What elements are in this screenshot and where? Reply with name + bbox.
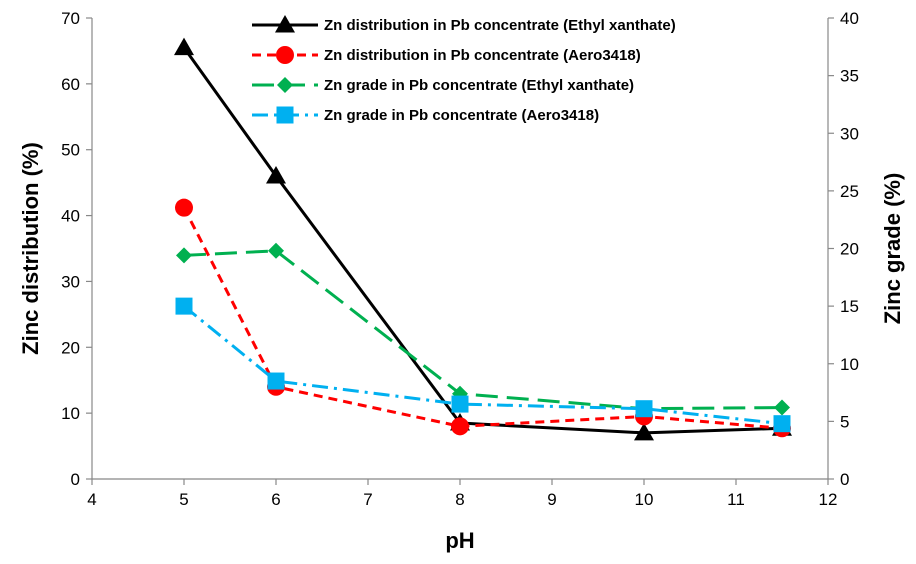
y2-tick-label: 40 (840, 9, 859, 28)
series-2 (175, 198, 791, 438)
data-point (634, 422, 654, 441)
legend-marker (275, 15, 295, 33)
data-point (267, 372, 285, 390)
data-point (174, 37, 194, 56)
y2-tick-label: 0 (840, 470, 849, 489)
series-4 (175, 297, 791, 433)
x-tick-label: 9 (547, 490, 556, 509)
legend-label: Zn distribution in Pb concentrate (Ethyl… (324, 17, 676, 34)
legend: Zn distribution in Pb concentrate (Ethyl… (252, 15, 676, 124)
y-tick-label: 0 (71, 470, 80, 489)
y-tick-label: 40 (61, 207, 80, 226)
x-tick-label: 4 (87, 490, 96, 509)
data-point (175, 297, 193, 315)
y-tick-label: 70 (61, 9, 80, 28)
series-1 (174, 37, 792, 441)
y2-tick-label: 20 (840, 240, 859, 259)
x-tick-label: 8 (455, 490, 464, 509)
data-point (175, 198, 193, 217)
y-tick-label: 20 (61, 338, 80, 357)
data-point (774, 399, 790, 416)
data-point (773, 415, 791, 433)
data-point (268, 242, 284, 259)
data-point (451, 417, 469, 436)
y2-tick-label: 10 (840, 355, 859, 374)
data-series (174, 37, 792, 441)
legend-marker (276, 46, 294, 64)
data-point (635, 400, 653, 418)
x-axis-title: pH (445, 528, 474, 553)
legend-item: Zn grade in Pb concentrate (Ethyl xantha… (252, 77, 634, 94)
x-tick-label: 6 (271, 490, 280, 509)
x-tick-label: 10 (635, 490, 654, 509)
y-tick-label: 60 (61, 75, 80, 94)
y-tick-label: 50 (61, 141, 80, 160)
y2-axis-title: Zinc grade (%) (880, 173, 905, 325)
legend-marker (276, 106, 294, 124)
data-point (451, 395, 469, 413)
legend-label: Zn distribution in Pb concentrate (Aero3… (324, 47, 641, 64)
legend-item: Zn grade in Pb concentrate (Aero3418) (252, 106, 599, 124)
series-line (183, 304, 783, 426)
legend-item: Zn distribution in Pb concentrate (Ethyl… (252, 15, 676, 34)
x-tick-label: 7 (363, 490, 372, 509)
series-line (182, 206, 783, 430)
x-tick-label: 12 (819, 490, 838, 509)
legend-label: Zn grade in Pb concentrate (Aero3418) (324, 107, 599, 124)
legend-label: Zn grade in Pb concentrate (Ethyl xantha… (324, 77, 634, 94)
legend-marker (277, 77, 293, 93)
axis-ticks: 4 5 6 7 8 9 10 11 120102030405060700510152025303… (61, 9, 859, 509)
legend-item: Zn distribution in Pb concentrate (Aero3… (252, 46, 641, 64)
y-tick-label: 30 (61, 272, 80, 291)
y2-tick-label: 25 (840, 182, 859, 201)
data-point (176, 247, 192, 264)
x-tick-label: 11 (727, 490, 745, 509)
y2-tick-label: 30 (840, 124, 859, 143)
x-tick-label: 5 (179, 490, 188, 509)
y2-tick-label: 15 (840, 297, 859, 316)
y2-tick-label: 5 (840, 412, 849, 431)
y-axis-title: Zinc distribution (%) (18, 142, 43, 355)
y-tick-label: 10 (61, 404, 80, 423)
data-point (266, 166, 286, 184)
y2-tick-label: 35 (840, 67, 859, 86)
